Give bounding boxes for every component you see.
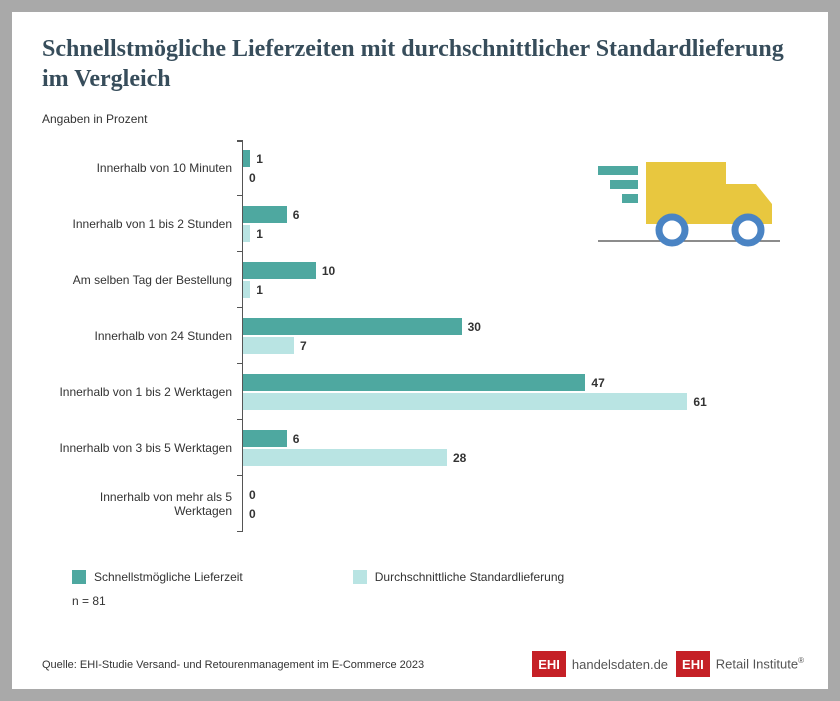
category-label: Innerhalb von mehr als 5 Werktagen <box>42 490 242 518</box>
bar <box>243 150 250 167</box>
bar-wrap: 47 <box>243 374 798 391</box>
category-label: Innerhalb von 24 Stunden <box>42 329 242 343</box>
bar-wrap: 0 <box>243 505 798 522</box>
logo-handelsdaten: EHI handelsdaten.de <box>532 651 668 677</box>
bar-wrap: 0 <box>243 486 798 503</box>
bar-value: 1 <box>256 227 263 241</box>
logo-text-1: handelsdaten.de <box>572 657 668 672</box>
chart-area: Innerhalb von 10 Minuten10Innerhalb von … <box>42 136 798 556</box>
legend-swatch-1 <box>72 570 86 584</box>
bar-wrap: 6 <box>243 206 798 223</box>
chart-title: Schnellstmögliche Lieferzeiten mit durch… <box>42 34 798 94</box>
bar-value: 0 <box>249 488 256 502</box>
bar-column: 61 <box>242 196 798 252</box>
bar-wrap: 1 <box>243 150 798 167</box>
logo-brand-1: EHI <box>532 651 566 677</box>
bar-column: 00 <box>242 476 798 532</box>
bar-value: 47 <box>591 376 604 390</box>
logo-retail-institute: EHI Retail Institute® <box>676 651 804 677</box>
chart-subtitle: Angaben in Prozent <box>42 112 798 126</box>
category-label: Am selben Tag der Bestellung <box>42 273 242 287</box>
bar-column: 47 61 <box>242 364 798 420</box>
bar-row: Innerhalb von 1 bis 2 Stunden61 <box>42 196 798 252</box>
bar-value: 28 <box>453 451 466 465</box>
bar <box>243 449 447 466</box>
bar-wrap: 61 <box>243 393 798 410</box>
bar-column: 10 1 <box>242 252 798 308</box>
bar <box>243 393 687 410</box>
bar-column: 30 7 <box>242 308 798 364</box>
bar-row: Am selben Tag der Bestellung 10 1 <box>42 252 798 308</box>
bar-value: 7 <box>300 339 307 353</box>
legend-item-1: Schnellstmögliche Lieferzeit <box>72 570 243 584</box>
legend-swatch-2 <box>353 570 367 584</box>
bar-wrap: 1 <box>243 225 798 242</box>
bar-row: Innerhalb von 10 Minuten10 <box>42 140 798 196</box>
bar-value: 1 <box>256 152 263 166</box>
bar <box>243 430 287 447</box>
bar <box>243 318 462 335</box>
logo-text-2: Retail Institute® <box>716 656 804 671</box>
bar <box>243 225 250 242</box>
bar-column: 10 <box>242 140 798 196</box>
legend-label-1: Schnellstmögliche Lieferzeit <box>94 570 243 584</box>
category-label: Innerhalb von 10 Minuten <box>42 161 242 175</box>
bar-row: Innerhalb von 24 Stunden 30 7 <box>42 308 798 364</box>
bar-column: 6 28 <box>242 420 798 476</box>
bar <box>243 206 287 223</box>
category-label: Innerhalb von 1 bis 2 Stunden <box>42 217 242 231</box>
bar-value: 61 <box>693 395 706 409</box>
bar-rows: Innerhalb von 10 Minuten10Innerhalb von … <box>42 136 798 532</box>
legend-item-2: Durchschnittliche Standardlieferung <box>353 570 564 584</box>
bar-value: 1 <box>256 283 263 297</box>
bar-row: Innerhalb von 1 bis 2 Werktagen 47 61 <box>42 364 798 420</box>
bar <box>243 337 294 354</box>
bar <box>243 281 250 298</box>
bar-wrap: 1 <box>243 281 798 298</box>
bar-wrap: 30 <box>243 318 798 335</box>
bar-value: 6 <box>293 432 300 446</box>
bar-row: Innerhalb von mehr als 5 Werktagen00 <box>42 476 798 532</box>
bar <box>243 374 585 391</box>
sample-size: n = 81 <box>72 594 798 608</box>
source-line: Quelle: EHI-Studie Versand- und Retouren… <box>42 659 424 671</box>
bar-wrap: 10 <box>243 262 798 279</box>
category-label: Innerhalb von 1 bis 2 Werktagen <box>42 385 242 399</box>
bar-value: 6 <box>293 208 300 222</box>
bar-row: Innerhalb von 3 bis 5 Werktagen 6 28 <box>42 420 798 476</box>
bar <box>243 262 316 279</box>
legend-label-2: Durchschnittliche Standardlieferung <box>375 570 564 584</box>
bar-value: 0 <box>249 507 256 521</box>
bar-value: 0 <box>249 171 256 185</box>
logos: EHI handelsdaten.de EHI Retail Institute… <box>532 651 804 677</box>
bar-value: 10 <box>322 264 335 278</box>
chart-panel: Schnellstmögliche Lieferzeiten mit durch… <box>12 12 828 689</box>
bar-wrap: 0 <box>243 169 798 186</box>
bar-value: 30 <box>468 320 481 334</box>
bar-wrap: 6 <box>243 430 798 447</box>
bar-wrap: 28 <box>243 449 798 466</box>
category-label: Innerhalb von 3 bis 5 Werktagen <box>42 441 242 455</box>
legend: Schnellstmögliche Lieferzeit Durchschnit… <box>72 570 798 584</box>
logo-brand-2: EHI <box>676 651 710 677</box>
bar-wrap: 7 <box>243 337 798 354</box>
